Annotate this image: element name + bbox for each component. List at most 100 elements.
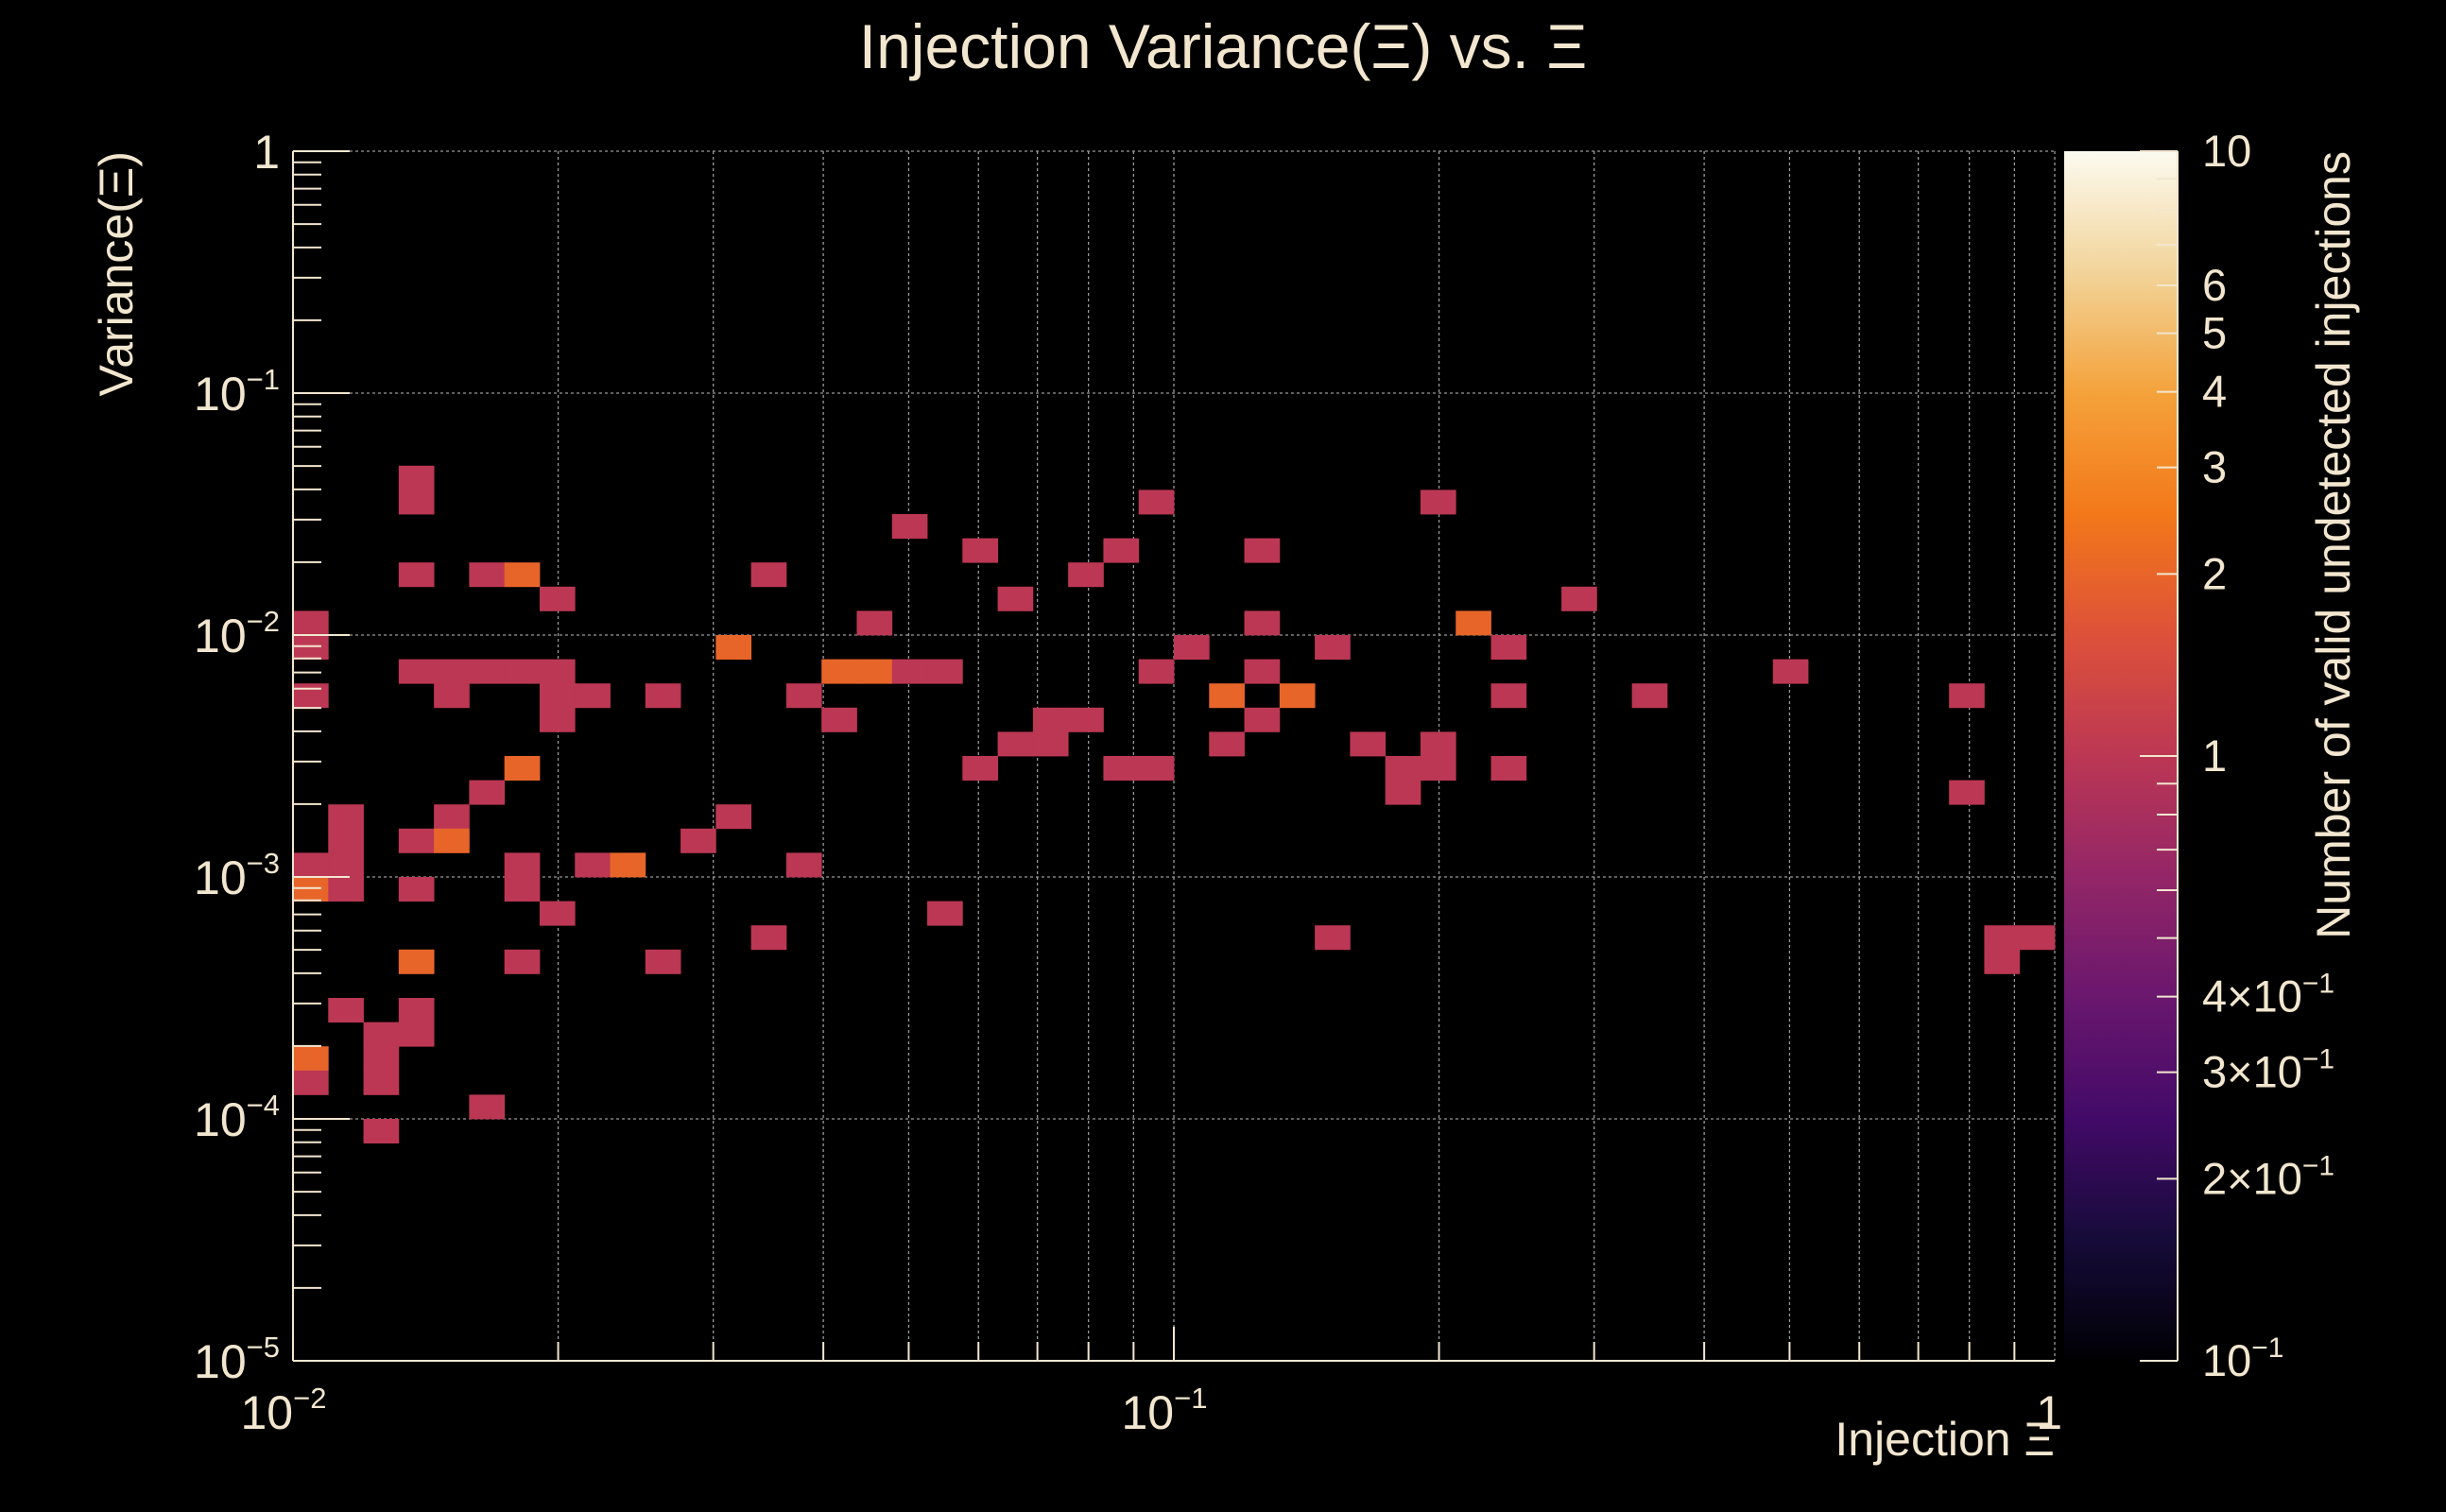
heatmap-cell bbox=[293, 1046, 329, 1072]
y-tick-label-exp: −4 bbox=[247, 1089, 280, 1122]
heatmap-cell bbox=[434, 683, 470, 709]
heatmap-cell bbox=[1385, 780, 1421, 805]
colorbar-tick-label: 4×10−1 bbox=[2202, 969, 2334, 1022]
heatmap-cell bbox=[539, 659, 576, 684]
heatmap-cell bbox=[927, 901, 963, 926]
heatmap-cell bbox=[1420, 490, 1456, 515]
heatmap-cell bbox=[469, 659, 506, 684]
heatmap-cell bbox=[1068, 707, 1104, 732]
heatmap-cell bbox=[398, 877, 435, 902]
colorbar-title: Number of valid undetected injections bbox=[2307, 151, 2360, 939]
y-tick-label-exp: −3 bbox=[247, 847, 280, 880]
colorbar-tick-label-base: 2×10 bbox=[2202, 1153, 2302, 1203]
x-tick-label-base: 1 bbox=[2036, 1386, 2062, 1439]
colorbar-tick-label: 1 bbox=[2202, 730, 2227, 781]
colorbar-tick-label: 2 bbox=[2202, 548, 2227, 598]
heatmap-cell bbox=[1350, 731, 1387, 757]
heatmap-cell bbox=[1244, 659, 1281, 684]
heatmap-cell bbox=[434, 804, 470, 830]
colorbar-tick-label-base: 10 bbox=[2202, 126, 2251, 176]
heatmap-cell bbox=[469, 562, 506, 588]
x-tick-label: 10−2 bbox=[241, 1382, 327, 1439]
colorbar-tick-label: 3×10−1 bbox=[2202, 1044, 2334, 1097]
heatmap-cell bbox=[785, 683, 822, 709]
heatmap-cell bbox=[2019, 925, 2056, 951]
colorbar-tick-label-base: 4 bbox=[2202, 367, 2227, 417]
colorbar-tick-label-exp: −1 bbox=[2302, 1150, 2334, 1181]
heatmap-cell bbox=[1174, 635, 1210, 660]
x-tick-label: 1 bbox=[2036, 1386, 2062, 1439]
y-tick-label-base: 1 bbox=[253, 126, 280, 179]
colorbar-tick-label-base: 3 bbox=[2202, 442, 2227, 492]
y-axis-title: Variance(Ξ) bbox=[90, 151, 143, 396]
heatmap-cell bbox=[398, 828, 435, 853]
heatmap-cell bbox=[469, 780, 506, 805]
y-tick-label: 10−1 bbox=[194, 363, 280, 421]
colorbar-tick-label: 2×10−1 bbox=[2202, 1150, 2334, 1203]
heatmap-cell bbox=[1138, 659, 1175, 684]
y-tick-label-base: 10 bbox=[194, 610, 247, 662]
y-tick-label-base: 10 bbox=[194, 1335, 247, 1388]
colorbar-tick-label: 10 bbox=[2202, 126, 2251, 176]
heatmap-cell bbox=[293, 1070, 329, 1095]
heatmap-cell bbox=[504, 852, 541, 878]
heatmap-cell bbox=[1244, 538, 1281, 563]
heatmap-cell bbox=[1490, 756, 1527, 781]
heatmap-cell bbox=[328, 998, 364, 1022]
heatmap-cell bbox=[575, 683, 611, 709]
heatmap-cell bbox=[962, 538, 998, 563]
y-tick-label-base: 10 bbox=[194, 368, 247, 421]
heatmap-cell bbox=[645, 949, 681, 974]
heatmap-cell bbox=[1984, 949, 2021, 974]
heatmap-cell bbox=[856, 659, 893, 684]
heatmap-cell bbox=[328, 804, 364, 830]
heatmap-cell bbox=[856, 610, 893, 636]
heatmap-cell bbox=[750, 925, 787, 951]
heatmap-cell bbox=[293, 610, 329, 636]
colorbar-tick-label-base: 2 bbox=[2202, 548, 2227, 598]
heatmap-cell bbox=[1490, 635, 1527, 660]
heatmap-cell bbox=[997, 586, 1034, 611]
y-tick-label-exp: −1 bbox=[247, 363, 280, 396]
y-tick-label: 10−3 bbox=[194, 847, 280, 904]
heatmap-cell bbox=[610, 852, 646, 878]
colorbar-tick-label: 3 bbox=[2202, 442, 2227, 492]
y-tick-label: 1 bbox=[253, 126, 280, 179]
heatmap-cell bbox=[575, 852, 611, 878]
heatmap-cell bbox=[750, 562, 787, 588]
colorbar-tick-label-exp: −1 bbox=[2251, 1332, 2283, 1364]
colorbar-tick-label: 5 bbox=[2202, 308, 2227, 358]
heatmap-cell bbox=[504, 756, 541, 781]
y-tick-label-exp: −5 bbox=[247, 1331, 280, 1364]
heatmap-cell bbox=[821, 659, 857, 684]
heatmap-cell bbox=[363, 1070, 400, 1095]
chart-title: Injection Variance(Ξ) vs. Ξ bbox=[859, 11, 1588, 81]
heatmap-cell bbox=[1138, 490, 1175, 515]
heatmap-cell bbox=[1279, 683, 1316, 709]
heatmap-cell bbox=[504, 949, 541, 974]
heatmap-cell bbox=[1456, 610, 1491, 636]
heatmap-cell bbox=[1561, 586, 1597, 611]
x-tick-label-exp: −2 bbox=[293, 1382, 326, 1415]
y-tick-label-base: 10 bbox=[194, 1093, 247, 1146]
heatmap-cell bbox=[1103, 538, 1140, 563]
heatmap-cell bbox=[539, 586, 576, 611]
heatmap-cell bbox=[1138, 756, 1175, 781]
heatmap-cell bbox=[1949, 683, 1985, 709]
heatmap-cell bbox=[1209, 731, 1245, 757]
y-tick-label: 10−2 bbox=[194, 605, 280, 662]
heatmap-cell bbox=[504, 562, 541, 588]
x-tick-label: 10−1 bbox=[1122, 1382, 1208, 1439]
colorbar-tick-label: 4 bbox=[2202, 367, 2227, 417]
heatmap-cell bbox=[539, 683, 576, 709]
colorbar-tick-label-exp: −1 bbox=[2302, 1044, 2334, 1075]
heatmap-cell bbox=[293, 852, 329, 878]
heatmap-cell bbox=[1032, 731, 1069, 757]
heatmap-cell bbox=[539, 707, 576, 732]
y-tick-label-exp: −2 bbox=[247, 605, 280, 638]
colorbar-tick-label-base: 1 bbox=[2202, 730, 2227, 781]
heatmap-cell bbox=[1420, 756, 1456, 781]
heatmap-cell bbox=[1772, 659, 1809, 684]
